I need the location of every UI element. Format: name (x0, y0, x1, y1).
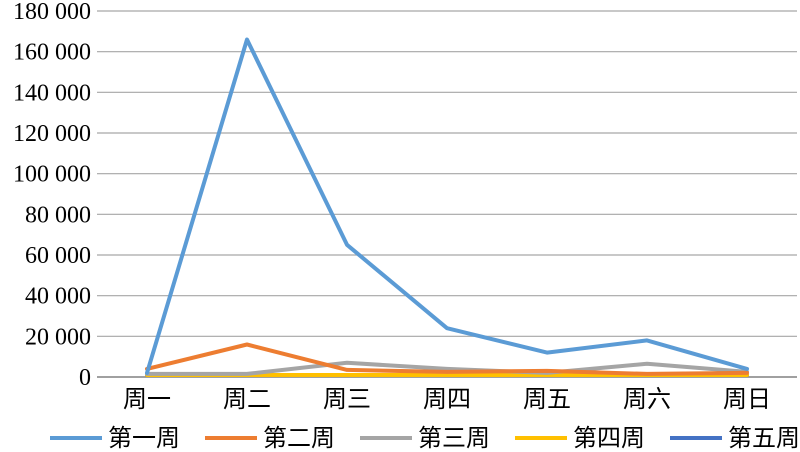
x-tick-label: 周五 (523, 387, 571, 413)
series-lines (145, 37, 749, 377)
y-tick-label: 60 000 (25, 243, 91, 269)
y-tick-label: 180 000 (13, 0, 91, 25)
y-tick-label: 160 000 (13, 40, 91, 66)
y-tick-label: 120 000 (13, 121, 91, 147)
series-line (145, 37, 749, 375)
legend-label: 第三周 (418, 425, 490, 452)
series-line (145, 360, 749, 376)
x-tick-label: 周三 (323, 387, 371, 413)
legend-label: 第四周 (573, 425, 645, 452)
y-tick-label: 20 000 (25, 324, 91, 350)
y-tick-label: 0 (79, 365, 91, 391)
y-axis-tick-labels: 0 20 000 40 000 60 000 80 000 100 000 120 000 1… (13, 0, 91, 391)
x-axis-tick-labels: 周一 周二 周三 周四 周五 周六 周日 (123, 386, 771, 413)
legend-label: 第二周 (263, 425, 335, 452)
x-tick-label: 周一 (123, 387, 171, 413)
y-tick-label: 100 000 (13, 162, 91, 188)
legend: 第一周 第二周 第三周 第四周 第五周 (50, 425, 800, 452)
y-tick-label: 80 000 (25, 202, 91, 228)
gridlines (97, 10, 797, 337)
legend-label: 第五周 (728, 425, 800, 452)
series-line (145, 342, 749, 376)
x-tick-label: 周四 (423, 387, 471, 413)
legend-label: 第一周 (108, 425, 180, 452)
y-tick-label: 40 000 (25, 284, 91, 310)
x-tick-label: 周六 (623, 386, 671, 413)
y-tick-label: 140 000 (13, 80, 91, 106)
x-tick-label: 周日 (723, 387, 771, 413)
x-tick-label: 周二 (223, 387, 271, 413)
